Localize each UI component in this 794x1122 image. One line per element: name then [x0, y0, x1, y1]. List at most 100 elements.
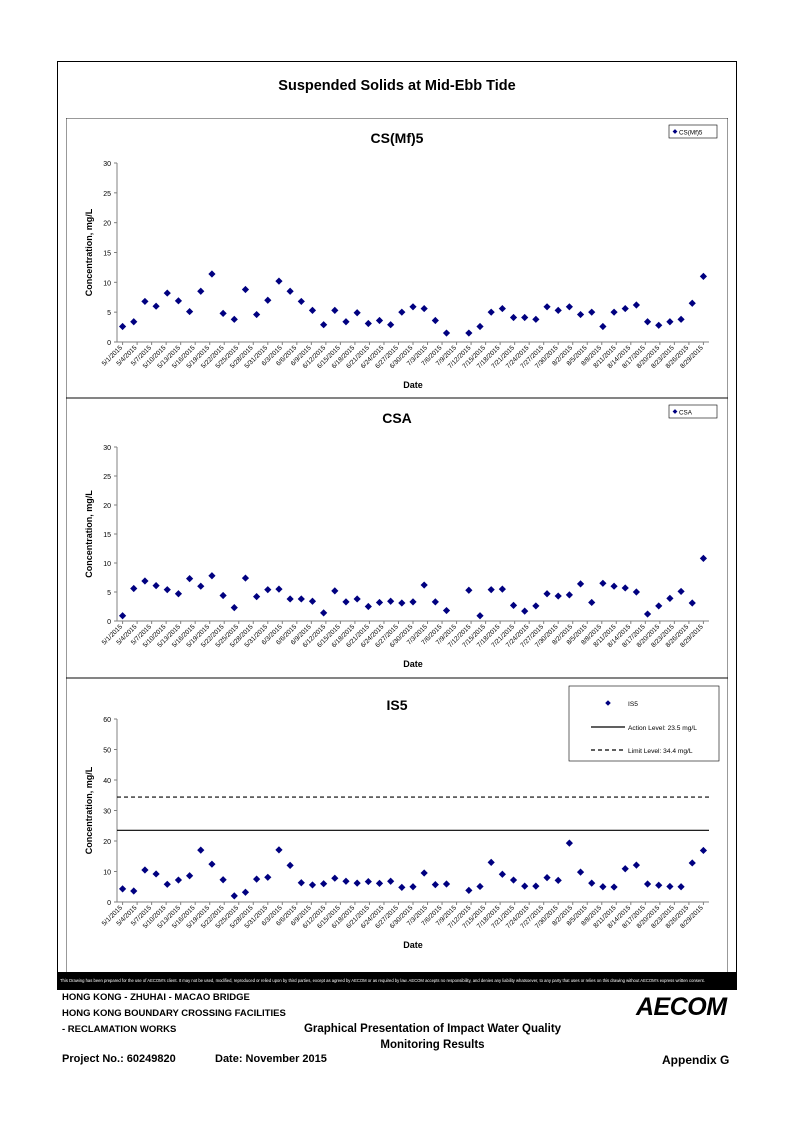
- data-point: [666, 318, 674, 326]
- data-point: [677, 315, 685, 323]
- chart-title: CS(Mf)5: [371, 130, 424, 146]
- chart-1: CS(Mf)50510152025305/1/20155/4/20155/7/2…: [66, 118, 728, 399]
- y-axis-label: Concentration, mg/L: [84, 490, 94, 578]
- data-point: [610, 883, 618, 891]
- charts-svg: CS(Mf)50510152025305/1/20155/4/20155/7/2…: [66, 118, 728, 973]
- data-point: [655, 602, 663, 610]
- chart-title: CSA: [382, 410, 412, 426]
- data-point: [442, 606, 451, 615]
- data-point: [677, 883, 685, 891]
- data-point: [554, 592, 562, 600]
- y-tick-label: 0: [107, 619, 111, 626]
- data-point: [364, 877, 372, 886]
- data-point: [487, 586, 495, 594]
- data-point: [208, 270, 216, 278]
- data-point: [498, 870, 506, 878]
- aecom-logo: AECOM: [636, 993, 727, 1021]
- data-point: [666, 882, 674, 891]
- y-axis-label: Concentration, mg/L: [84, 208, 94, 296]
- data-point: [163, 289, 171, 297]
- data-point: [487, 858, 495, 866]
- data-point: [643, 880, 652, 888]
- data-point: [420, 581, 428, 589]
- legend: CSA: [668, 404, 718, 419]
- data-point: [431, 316, 439, 325]
- data-point: [208, 860, 216, 868]
- data-point: [521, 882, 529, 890]
- data-point: [532, 602, 540, 610]
- data-point: [264, 586, 272, 594]
- data-point: [543, 590, 551, 598]
- data-point: [353, 879, 361, 887]
- legend-label: CS(Mf)5: [679, 129, 703, 136]
- data-point: [465, 586, 473, 594]
- data-point: [286, 861, 294, 869]
- data-point: [532, 882, 540, 890]
- legend-marker: [605, 700, 611, 706]
- data-point: [576, 580, 585, 588]
- data-point: [655, 321, 663, 329]
- data-point: [342, 318, 350, 326]
- data-point: [353, 595, 361, 603]
- data-point: [308, 881, 317, 889]
- data-point: [409, 303, 417, 311]
- data-point: [688, 859, 696, 867]
- data-point: [554, 306, 562, 314]
- data-point: [699, 272, 708, 280]
- data-point: [588, 879, 596, 887]
- project-number: Project No.: 60249820: [62, 1053, 176, 1065]
- data-point: [487, 308, 495, 316]
- data-point: [230, 315, 238, 323]
- drawing-date: Date: November 2015: [215, 1053, 327, 1065]
- data-point: [554, 876, 562, 884]
- y-tick-label: 15: [103, 251, 111, 258]
- legend-box: [668, 404, 718, 419]
- drawing-title: Graphical Presentation of Impact Water Q…: [285, 1021, 580, 1053]
- data-point: [275, 277, 283, 285]
- data-point: [498, 585, 506, 593]
- data-point: [387, 877, 395, 885]
- y-axis-label: Concentration, mg/L: [84, 766, 94, 854]
- y-tick-label: 10: [103, 561, 111, 568]
- data-point: [186, 872, 194, 880]
- page-title: Suspended Solids at Mid-Ebb Tide: [278, 78, 516, 94]
- data-point: [219, 591, 227, 600]
- data-point: [565, 591, 573, 599]
- data-point: [409, 883, 417, 891]
- y-tick-label: 5: [107, 590, 111, 597]
- data-point: [565, 303, 573, 311]
- data-point: [543, 303, 551, 311]
- y-tick-label: 0: [107, 900, 111, 907]
- y-tick-label: 50: [103, 748, 111, 755]
- y-tick-label: 30: [103, 809, 111, 816]
- data-point: [141, 577, 149, 585]
- legend-label: Action Level: 23.5 mg/L: [628, 725, 697, 732]
- data-point: [174, 297, 183, 305]
- data-point: [476, 882, 484, 891]
- data-point: [130, 318, 138, 326]
- data-point: [643, 610, 652, 618]
- data-point: [509, 876, 518, 884]
- data-point: [677, 587, 685, 596]
- data-point: [576, 310, 585, 319]
- data-point: [565, 839, 573, 847]
- data-point: [588, 308, 596, 316]
- drawing-title-line-2: Monitoring Results: [380, 1039, 485, 1051]
- data-point: [364, 602, 372, 611]
- data-point: [375, 879, 384, 887]
- data-point: [621, 584, 629, 592]
- y-tick-label: 30: [103, 445, 111, 452]
- x-axis-label: Date: [403, 659, 423, 669]
- drawing-title-line-1: Graphical Presentation of Impact Water Q…: [303, 1023, 562, 1035]
- data-point: [699, 554, 708, 562]
- y-tick-label: 5: [107, 310, 111, 317]
- data-point: [375, 316, 384, 325]
- drawing-frame: Suspended Solids at Mid-Ebb Tide CS(Mf)5…: [57, 61, 737, 990]
- appendix-label: Appendix G: [662, 1053, 730, 1067]
- data-point: [509, 601, 518, 609]
- data-point: [141, 866, 149, 874]
- data-point: [521, 313, 529, 322]
- data-point: [409, 598, 417, 606]
- data-point: [420, 869, 428, 877]
- data-point: [331, 587, 339, 595]
